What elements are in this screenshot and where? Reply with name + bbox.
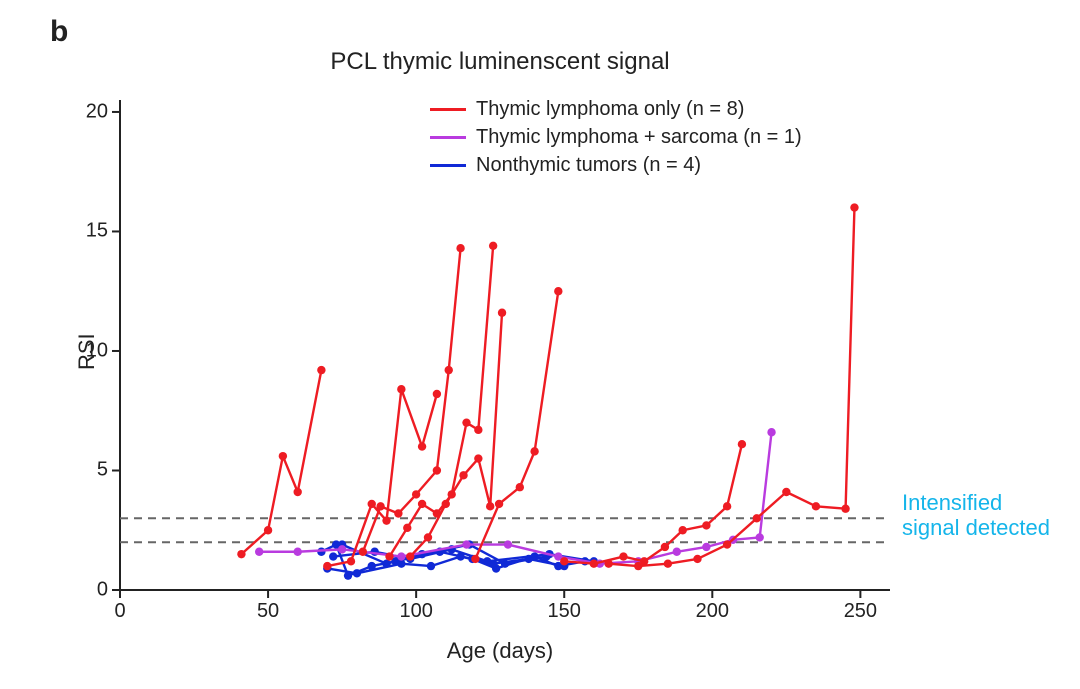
plot-area [120,100,890,590]
y-tick-label: 0 [76,579,108,602]
x-tick-label: 50 [257,600,279,623]
chart-title: PCL thymic luminenscent signal [270,48,730,76]
y-tick-label: 20 [76,100,108,123]
y-tick-label: 10 [76,339,108,362]
threshold-annotation: Intensified signal detected [902,490,1050,541]
figure-panel: b PCL thymic luminenscent signal Thymic … [0,0,1080,689]
x-tick-label: 0 [114,600,125,623]
chart-svg [110,98,892,602]
panel-letter: b [50,15,68,49]
y-tick-label: 5 [76,459,108,482]
annotation-line1: Intensified [902,490,1050,515]
x-tick-label: 200 [696,600,729,623]
x-axis-label: Age (days) [400,638,600,664]
x-tick-label: 100 [399,600,432,623]
x-tick-label: 250 [844,600,877,623]
x-tick-label: 150 [548,600,581,623]
annotation-line2: signal detected [902,515,1050,540]
y-tick-label: 15 [76,220,108,243]
